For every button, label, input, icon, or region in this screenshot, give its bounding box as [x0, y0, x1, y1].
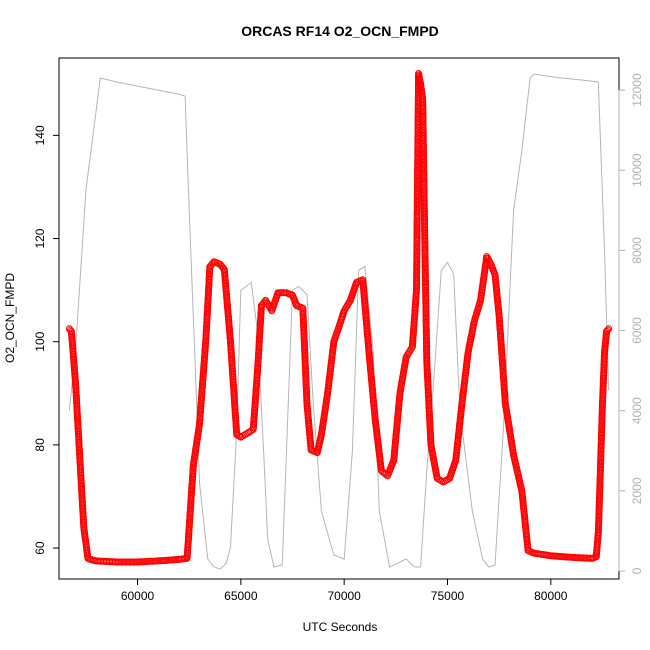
y-tick-label: 80	[33, 438, 47, 452]
x-tick-label: 80000	[534, 589, 568, 603]
y-axis-label: O2_OCN_FMPD	[3, 273, 17, 363]
y-tick-label: 140	[33, 125, 47, 145]
y2-tick-label: 8000	[630, 237, 644, 264]
y2-tick-label: 12000	[630, 73, 644, 107]
y2-tick-label: 0	[630, 567, 644, 574]
y2-tick-label: 4000	[630, 397, 644, 424]
data-point	[605, 325, 613, 333]
y-tick-label: 120	[33, 228, 47, 248]
series-line-altitude	[68, 73, 610, 570]
y2-tick-label: 10000	[630, 153, 644, 187]
x-tick-label: 65000	[224, 589, 258, 603]
plot-area	[65, 70, 613, 570]
x-tick-label: 70000	[327, 589, 361, 603]
y2-tick-label: 2000	[630, 477, 644, 504]
x-tick-label: 75000	[431, 589, 465, 603]
data-point	[236, 432, 243, 440]
y-tick-label: 60	[33, 541, 47, 555]
data-point	[604, 326, 612, 334]
x-axis-label: UTC Seconds	[303, 620, 378, 634]
y2-tick-label: 6000	[630, 317, 644, 344]
chart-title: ORCAS RF14 O2_OCN_FMPD	[241, 23, 439, 39]
y-tick-label: 100	[33, 331, 47, 351]
x-tick-label: 60000	[121, 589, 155, 603]
